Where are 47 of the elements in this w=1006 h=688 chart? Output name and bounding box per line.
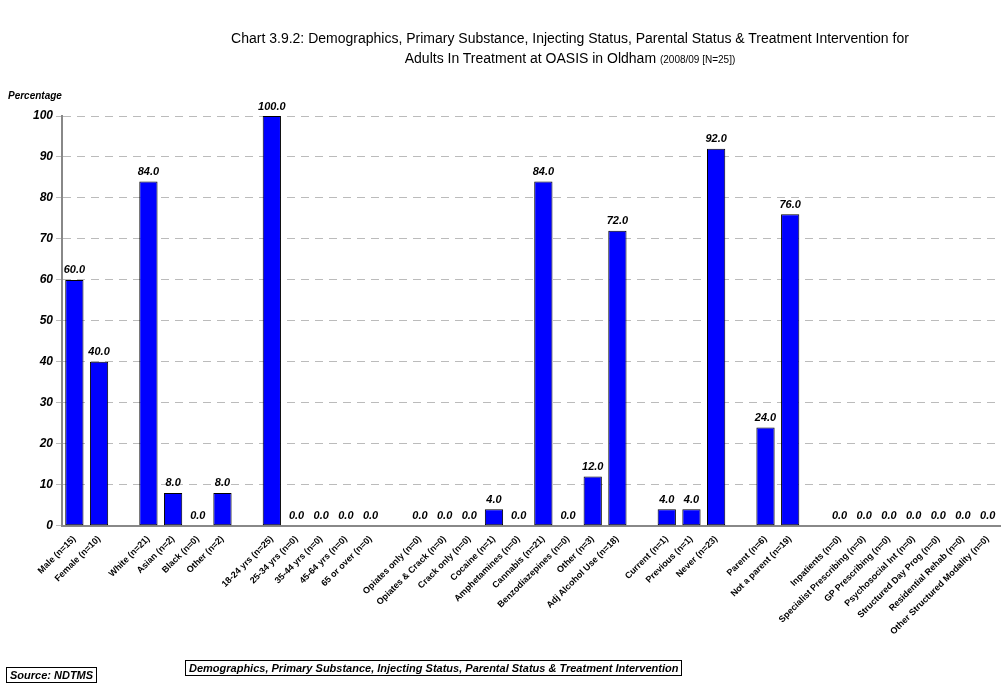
data-label: 0.0 [831,509,849,522]
y-tick-label: 100 [32,108,54,123]
data-label: 4.0 [682,492,700,505]
data-label: 72.0 [606,214,629,227]
data-label: 92.0 [705,132,728,145]
data-label: 84.0 [137,165,160,178]
data-label: 60.0 [63,263,86,276]
data-label: 0.0 [288,509,306,522]
data-label: 0.0 [511,509,528,522]
data-label: 0.0 [436,509,454,522]
y-tick-label: 20 [38,436,54,451]
y-tick-label: 60 [39,272,54,287]
y-tick-label: 10 [39,477,54,492]
data-label: 4.0 [485,492,503,505]
y-tick-label: 0 [46,518,54,533]
y-tick-label: 50 [39,313,54,328]
data-label: 0.0 [313,509,330,522]
data-label: 4.0 [658,492,676,505]
y-tick-label: 80 [39,190,54,205]
data-label: 84.0 [532,165,555,178]
data-label: 0.0 [560,509,577,522]
text: Demographics, Primary Substance, Injecting Status, Parental Status & Treatment Intervention [185,660,683,676]
data-label: 0.0 [412,509,429,522]
data-label: 24.0 [753,410,778,423]
data-label: 0.0 [338,509,355,522]
data-label: 0.0 [856,509,873,522]
data-label: 0.0 [930,509,947,522]
data-label: 100.0 [258,99,287,112]
data-label: 0.0 [881,509,898,522]
data-label: 0.0 [461,509,478,522]
y-tick-label: 40 [38,354,54,369]
data-label: 12.0 [582,460,605,473]
data-label: 8.0 [214,476,231,489]
chart-subtitle: (2008/09 [N=25]) [659,54,736,65]
source-note: Source: NDTMS [6,667,98,683]
data-label: 0.0 [980,509,997,522]
y-axis-title: Percentage [8,90,62,101]
data-label: 40.0 [87,345,111,358]
data-label: 8.0 [165,476,182,489]
data-label: 0.0 [905,509,923,522]
data-label: 0.0 [955,509,972,522]
data-label: 0.0 [190,509,207,522]
y-tick-label: 70 [39,231,54,246]
y-tick-label: 30 [39,395,54,410]
data-label: 0.0 [362,509,380,522]
data-label: 76.0 [779,197,802,210]
y-tick-label: 90 [39,149,54,164]
